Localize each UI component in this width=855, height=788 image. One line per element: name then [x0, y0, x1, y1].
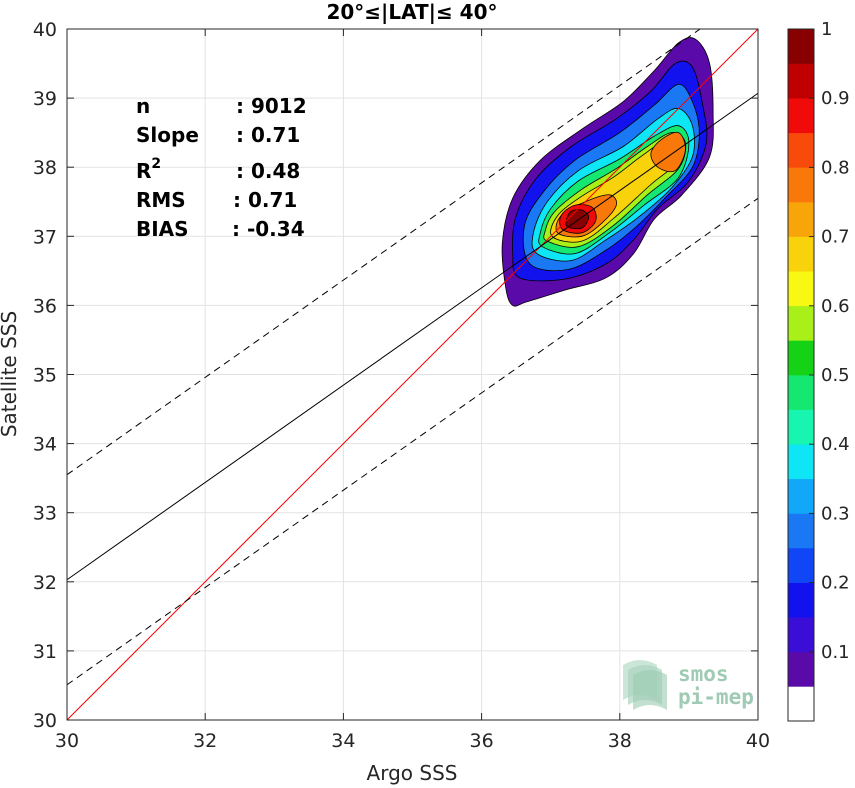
colorbar-bin — [788, 651, 814, 687]
colorbar-tick-label: 0.6 — [821, 296, 850, 317]
logo-waves-icon — [623, 660, 667, 710]
colorbar: 0.1 0.2 0.3 0.4 0.5 0.6 0.7 0.8 0.9 1 — [787, 19, 850, 722]
colorbar-bin — [788, 409, 814, 445]
colorbar-bin — [788, 202, 814, 237]
y-tick-label: 33 — [33, 503, 57, 525]
y-tick-label: 36 — [33, 295, 57, 317]
x-tick-label: 30 — [55, 730, 79, 752]
upper-bound-line — [66, 28, 701, 476]
colorbar-bin — [788, 513, 814, 549]
x-tick-label: 38 — [608, 730, 632, 752]
stat-value: : 9012 — [236, 94, 307, 118]
y-tick-label: 35 — [33, 365, 57, 387]
colorbar-tick-label: 0.2 — [821, 573, 850, 594]
reference-lines — [66, 28, 759, 721]
y-tick-label: 30 — [33, 710, 57, 732]
stat-value: : 0.71 — [236, 123, 300, 147]
colorbar-tick-label: 0.5 — [821, 365, 850, 386]
stat-label-superscript: 2 — [151, 156, 161, 172]
stat-label: RMS — [136, 188, 186, 212]
stat-value: : 0.71 — [233, 188, 297, 212]
stat-label: BIAS — [136, 217, 189, 241]
chart-title: 20°≤|LAT|≤ 40° — [326, 0, 497, 24]
stat-label: n — [136, 94, 150, 118]
smos-pi-mep-logo: smos pi-mep — [623, 660, 754, 710]
colorbar-tick-label: 1 — [821, 19, 832, 40]
fit-line — [66, 92, 759, 581]
logo-text-pi-mep: pi-mep — [678, 685, 754, 709]
y-axis-label: Satellite SSS — [0, 311, 21, 437]
grid-lines — [66, 28, 759, 721]
colorbar-bin — [788, 478, 814, 514]
colorbar-bin — [788, 340, 814, 376]
y-tick-label: 34 — [33, 434, 57, 456]
colorbar-bin — [788, 444, 814, 480]
colorbar-bin — [788, 167, 814, 203]
x-tick-label: 40 — [746, 730, 770, 752]
x-tick-label: 36 — [470, 730, 494, 752]
colorbar-bin — [788, 582, 814, 618]
identity-line — [66, 28, 759, 721]
y-tick-label: 32 — [33, 572, 57, 594]
colorbar-tick-label: 0.4 — [821, 434, 850, 455]
colorbar-tick-label: 0.1 — [821, 642, 850, 663]
colorbar-bin — [788, 686, 814, 722]
y-axis-ticks: 30 31 32 33 34 35 36 37 38 39 40 — [33, 19, 758, 732]
x-axis-label: Argo SSS — [367, 761, 458, 785]
colorbar-bin — [788, 375, 814, 410]
colorbar-bin — [788, 236, 814, 272]
x-tick-label: 32 — [193, 730, 217, 752]
stat-value: : -0.34 — [232, 217, 305, 241]
y-tick-label: 39 — [33, 88, 57, 110]
colorbar-bin — [788, 271, 814, 307]
x-tick-label: 34 — [331, 730, 355, 752]
colorbar-tick-label: 0.3 — [821, 503, 850, 524]
colorbar-bin — [788, 305, 814, 341]
x-axis-ticks: 30 32 34 36 38 40 — [55, 29, 770, 752]
y-tick-label: 40 — [33, 19, 57, 41]
colorbar-bin — [788, 617, 814, 653]
density-contour — [650, 131, 686, 173]
logo-text-smos: smos — [678, 662, 729, 686]
stat-value: : 0.48 — [236, 159, 300, 183]
y-tick-label: 37 — [33, 226, 57, 248]
lower-bound-line — [66, 197, 759, 686]
colorbar-bin — [788, 98, 814, 134]
colorbar-tick-label: 0.8 — [821, 157, 850, 178]
stat-label: Slope — [136, 123, 199, 147]
colorbar-bin — [788, 29, 814, 64]
colorbar-tick-label: 0.7 — [821, 227, 850, 248]
colorbar-bin — [788, 548, 814, 583]
colorbar-tick-label: 0.9 — [821, 88, 850, 109]
y-tick-label: 38 — [33, 157, 57, 179]
colorbar-bin — [788, 132, 814, 168]
colorbar-bin — [788, 63, 814, 99]
y-tick-label: 31 — [33, 641, 57, 663]
